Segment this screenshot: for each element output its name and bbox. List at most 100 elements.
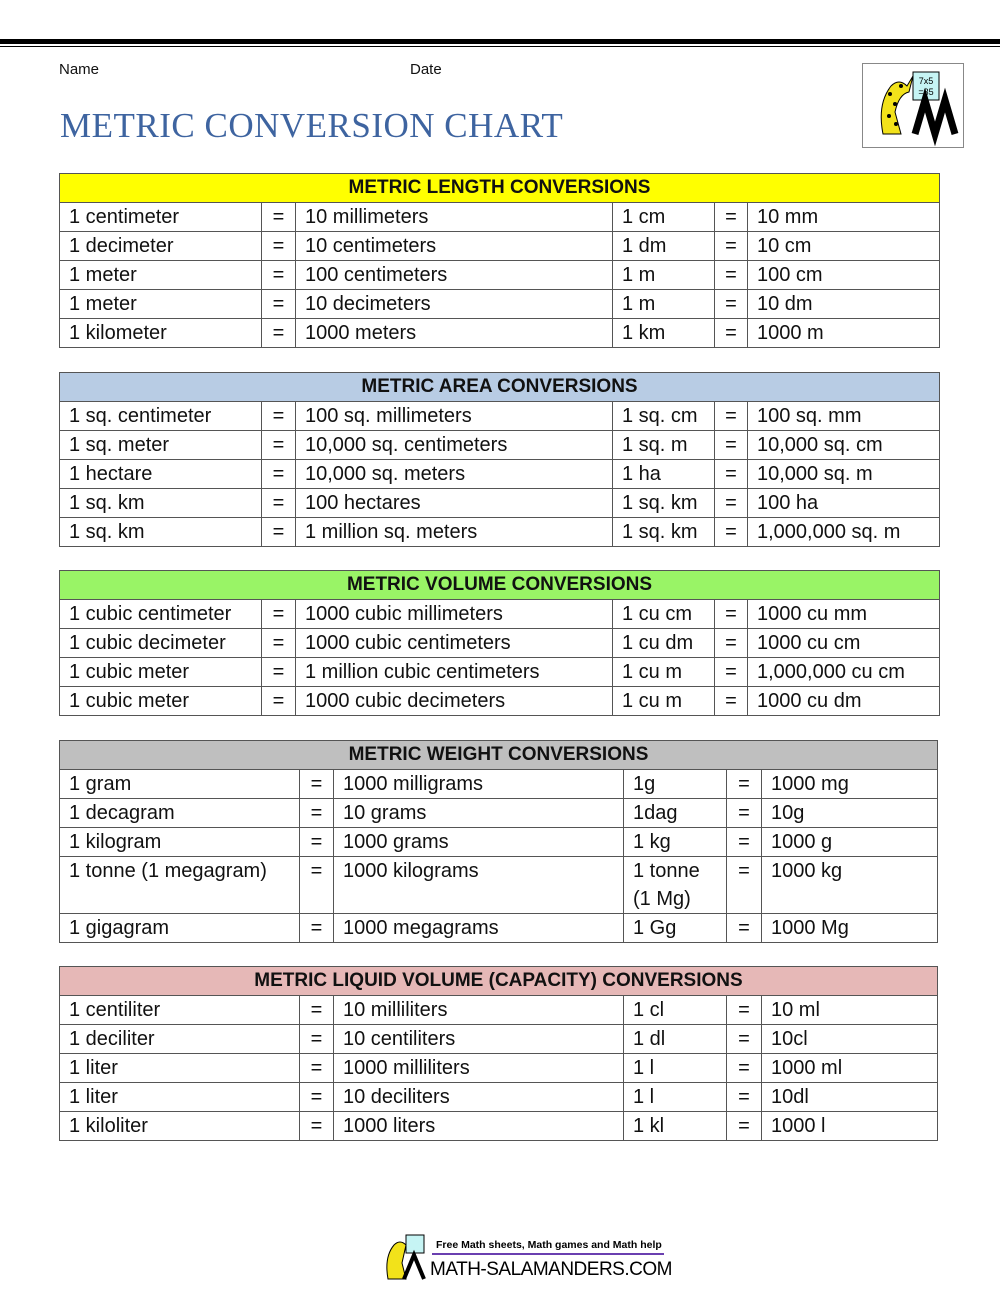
equivalent-abbr: 1000 cu cm — [747, 628, 940, 658]
unit-abbr: 1 cm — [612, 202, 715, 232]
table-row: 1 sq. km = 1 million sq. meters 1 sq. km = 1,… — [59, 517, 940, 547]
equals-sign: = — [261, 517, 296, 547]
table-row: 1 sq. centimeter = 100 sq. millimeters 1 sq… — [59, 401, 940, 431]
equals-sign: = — [714, 686, 748, 716]
unit-abbr: 1 sq. km — [612, 517, 715, 547]
table-row: 1 decimeter = 10 centimeters 1 dm = 10 cm — [59, 231, 940, 261]
unit-abbr: 1 cu dm — [612, 628, 715, 658]
unit-abbr: 1 dm — [612, 231, 715, 261]
equivalent-abbr: 1000 g — [761, 827, 938, 857]
unit-name: 1 liter — [59, 1053, 300, 1083]
table-row: 1 kilometer = 1000 meters 1 km = 1000 m — [59, 318, 940, 348]
salamander-logo: 7x5 =35 — [862, 63, 964, 148]
equivalent-abbr: 1,000,000 cu cm — [747, 657, 940, 687]
equivalent-name: 1000 liters — [333, 1111, 624, 1141]
equivalent-name: 1000 kilograms — [333, 856, 624, 914]
equals-sign: = — [726, 1082, 762, 1112]
footer-site: MATH-SALAMANDERS.COM — [430, 1259, 672, 1280]
unit-abbr: 1 l — [623, 1053, 727, 1083]
name-label: Name — [59, 61, 100, 78]
liquid-conversions-table: METRIC LIQUID VOLUME (CAPACITY) CONVERSI… — [59, 966, 938, 1141]
unit-abbr: 1g — [623, 769, 727, 799]
unit-name: 1 sq. meter — [59, 430, 262, 460]
unit-abbr: 1 sq. m — [612, 430, 715, 460]
equivalent-abbr: 1000 Mg — [761, 913, 938, 943]
equals-sign: = — [261, 657, 296, 687]
equals-sign: = — [726, 827, 762, 857]
unit-name: 1 kilogram — [59, 827, 300, 857]
equals-sign: = — [714, 517, 748, 547]
unit-abbr: 1dag — [623, 798, 727, 828]
table-row: 1 meter = 100 centimeters 1 m = 100 cm — [59, 260, 940, 290]
equals-sign: = — [261, 430, 296, 460]
table-row: 1 liter = 1000 milliliters 1 l = 1000 ml — [59, 1053, 938, 1083]
table-title: METRIC VOLUME CONVERSIONS — [59, 570, 940, 600]
equivalent-abbr: 1,000,000 sq. m — [747, 517, 940, 547]
equivalent-abbr: 10,000 sq. cm — [747, 430, 940, 460]
unit-name: 1 kiloliter — [59, 1111, 300, 1141]
equivalent-name: 1000 milliliters — [333, 1053, 624, 1083]
table-row: 1 tonne (1 megagram) = 1000 kilograms 1 ton… — [59, 856, 938, 914]
equals-sign: = — [714, 488, 748, 518]
equivalent-name: 10 millimeters — [295, 202, 613, 232]
equals-sign: = — [261, 686, 296, 716]
unit-abbr: 1 tonne (1 Mg) — [623, 856, 727, 914]
equals-sign: = — [714, 657, 748, 687]
unit-name: 1 centiliter — [59, 995, 300, 1025]
equals-sign: = — [714, 318, 748, 348]
table-title: METRIC LIQUID VOLUME (CAPACITY) CONVERSI… — [59, 966, 938, 996]
equivalent-name: 10 centiliters — [333, 1024, 624, 1054]
equals-sign: = — [714, 260, 748, 290]
unit-abbr: 1 dl — [623, 1024, 727, 1054]
equals-sign: = — [299, 798, 334, 828]
equals-sign: = — [299, 769, 334, 799]
volume-conversions-table: METRIC VOLUME CONVERSIONS 1 cubic centime… — [59, 570, 940, 716]
table-row: 1 sq. km = 100 hectares 1 sq. km = 100 ha — [59, 488, 940, 518]
equivalent-abbr: 1000 mg — [761, 769, 938, 799]
unit-abbr: 1 m — [612, 289, 715, 319]
table-row: 1 sq. meter = 10,000 sq. centimeters 1 sq. … — [59, 430, 940, 460]
equivalent-name: 1000 grams — [333, 827, 624, 857]
equals-sign: = — [299, 913, 334, 943]
footer-tagline: Free Math sheets, Math games and Math he… — [436, 1239, 662, 1251]
top-rule — [0, 39, 1000, 44]
unit-abbr: 1 sq. cm — [612, 401, 715, 431]
equivalent-name: 1000 megagrams — [333, 913, 624, 943]
svg-text:7x5: 7x5 — [919, 76, 934, 86]
unit-abbr: 1 ha — [612, 459, 715, 489]
unit-name: 1 sq. km — [59, 488, 262, 518]
equivalent-abbr: 10 dm — [747, 289, 940, 319]
equals-sign: = — [714, 231, 748, 261]
equals-sign: = — [261, 488, 296, 518]
table-title: METRIC LENGTH CONVERSIONS — [59, 173, 940, 203]
unit-abbr: 1 sq. km — [612, 488, 715, 518]
equivalent-abbr: 1000 l — [761, 1111, 938, 1141]
equivalent-abbr: 1000 kg — [761, 856, 938, 914]
unit-abbr: 1 cu cm — [612, 599, 715, 629]
equals-sign: = — [714, 430, 748, 460]
equivalent-name: 1000 cubic decimeters — [295, 686, 613, 716]
unit-name: 1 decagram — [59, 798, 300, 828]
equivalent-abbr: 100 ha — [747, 488, 940, 518]
equivalent-name: 1000 milligrams — [333, 769, 624, 799]
area-conversions-table: METRIC AREA CONVERSIONS 1 sq. centimeter =… — [59, 372, 940, 547]
equivalent-abbr: 1000 cu dm — [747, 686, 940, 716]
weight-conversions-table: METRIC WEIGHT CONVERSIONS 1 gram = 1000 mil… — [59, 740, 938, 943]
equivalent-abbr: 1000 cu mm — [747, 599, 940, 629]
equals-sign: = — [714, 289, 748, 319]
equals-sign: = — [299, 856, 334, 914]
table-row: 1 centiliter = 10 milliliters 1 cl = 10 ml — [59, 995, 938, 1025]
equivalent-abbr: 1000 ml — [761, 1053, 938, 1083]
table-title: METRIC AREA CONVERSIONS — [59, 372, 940, 402]
equals-sign: = — [726, 769, 762, 799]
equals-sign: = — [261, 401, 296, 431]
equals-sign: = — [299, 995, 334, 1025]
equals-sign: = — [299, 1111, 334, 1141]
equivalent-name: 10,000 sq. meters — [295, 459, 613, 489]
table-row: 1 cubic meter = 1 million cubic centimeter… — [59, 657, 940, 687]
equals-sign: = — [299, 827, 334, 857]
equivalent-name: 1000 cubic millimeters — [295, 599, 613, 629]
table-row: 1 kiloliter = 1000 liters 1 kl = 1000 l — [59, 1111, 938, 1141]
equivalent-name: 1 million sq. meters — [295, 517, 613, 547]
equals-sign: = — [261, 289, 296, 319]
